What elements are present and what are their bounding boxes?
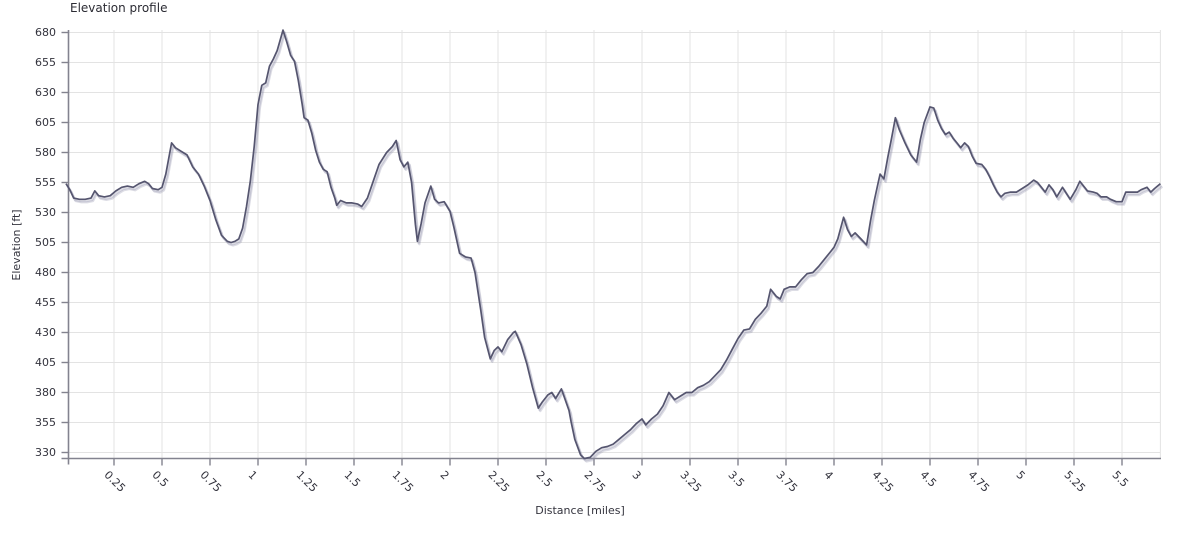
y-tick-label: 530 [35, 206, 56, 219]
y-tick-label: 605 [35, 116, 56, 129]
y-tick-label: 555 [35, 176, 56, 189]
x-axis-title: Distance [miles] [535, 504, 625, 517]
y-tick-label: 655 [35, 56, 56, 69]
y-tick-label: 580 [35, 146, 56, 159]
y-tick-label: 355 [35, 416, 56, 429]
y-tick-label: 630 [35, 86, 56, 99]
y-tick-label: 680 [35, 26, 56, 39]
chart-title: Elevation profile [70, 1, 168, 15]
y-tick-label: 505 [35, 236, 56, 249]
y-tick-label: 405 [35, 356, 56, 369]
y-tick-label: 380 [35, 386, 56, 399]
y-tick-label: 480 [35, 266, 56, 279]
y-tick-label: 430 [35, 326, 56, 339]
y-tick-label: 455 [35, 296, 56, 309]
y-tick-label: 330 [35, 446, 56, 459]
